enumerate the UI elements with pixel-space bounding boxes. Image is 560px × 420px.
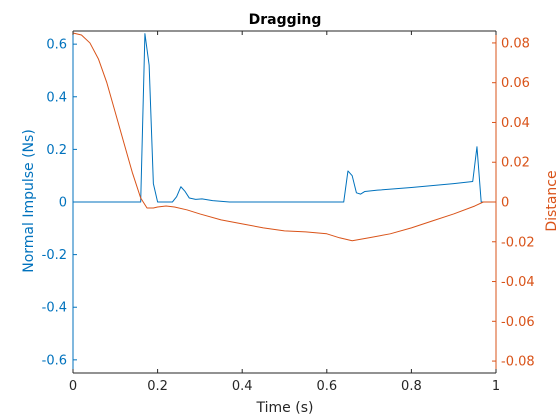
x-tick-label: 0: [69, 379, 77, 394]
left-y-tick-label: 0.4: [46, 90, 67, 105]
distance-series-line: [72, 32, 496, 242]
left-y-axis-label: Normal Impulse (Ns): [21, 129, 37, 273]
right-y-tick-label: -0.06: [501, 315, 535, 330]
x-tick-label: 0.6: [316, 379, 337, 394]
right-y-tick-label: -0.02: [501, 235, 535, 250]
normal-impulse-series-line: [73, 33, 496, 203]
left-y-tick-label: 0: [59, 196, 67, 211]
x-tick-label: 0.4: [232, 379, 253, 394]
right-y-tick-label: 0: [501, 196, 509, 211]
right-y-tick-label: 0.02: [501, 156, 530, 171]
left-y-tick-label: -0.4: [42, 301, 67, 316]
plot-layer: 0 0.2 0.4 0.6 0.8 1 0.6 0.4 0.2 0 -0.2 -0.4 -0.6 0.08…: [42, 30, 535, 394]
x-tick-label: 1: [492, 379, 500, 394]
right-y-tick-label: -0.08: [501, 355, 535, 370]
x-axis-label: Time (s): [256, 400, 314, 416]
chart-title: Dragging: [249, 12, 322, 28]
right-y-axis-label: Distance: [544, 170, 560, 231]
right-y-tick-label: 0.04: [501, 116, 530, 131]
left-y-tick-label: 0.2: [46, 143, 67, 158]
x-tick-label: 0.2: [147, 379, 168, 394]
left-y-tick-label: -0.2: [42, 248, 67, 263]
left-y-tick-label: 0.6: [46, 38, 67, 53]
right-y-tick-label: -0.04: [501, 275, 535, 290]
left-y-tick-label: -0.6: [42, 353, 67, 368]
right-y-tick-label: 0.06: [501, 76, 530, 91]
x-tick-label: 0.8: [401, 379, 422, 394]
right-y-tick-label: 0.08: [501, 36, 530, 51]
